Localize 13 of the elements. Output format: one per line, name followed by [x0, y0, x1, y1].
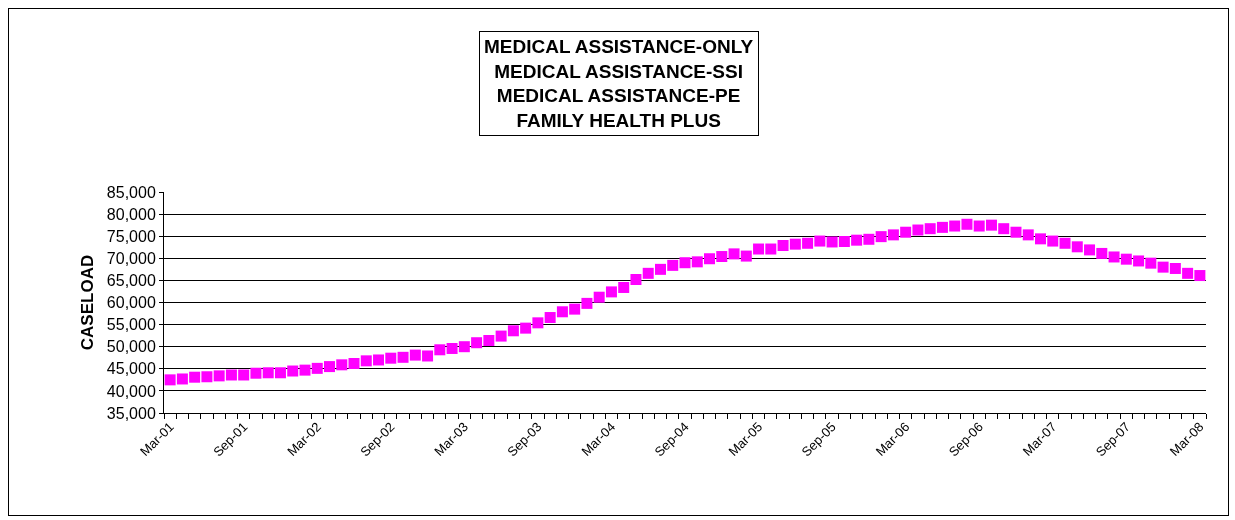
y-axis-title: CASELOAD — [78, 254, 98, 351]
y-tick-label: 40,000 — [106, 382, 156, 400]
y-tick-label: 55,000 — [106, 316, 156, 334]
y-tick-label: 80,000 — [106, 205, 156, 223]
chart-title: MEDICAL ASSISTANCE-ONLY MEDICAL ASSISTANCE-SSI MEDICAL ASSISTANCE-PE FAMILY HEALTH PLUS — [484, 36, 754, 132]
y-tick-label: 50,000 — [106, 338, 156, 356]
y-tick-label: 85,000 — [106, 183, 156, 201]
y-tick-label: 75,000 — [106, 227, 156, 245]
y-tick-label: 65,000 — [106, 272, 156, 289]
y-tick-label: 45,000 — [106, 360, 156, 378]
y-tick-label: 35,000 — [106, 404, 156, 422]
y-tick-label: 70,000 — [106, 249, 156, 267]
y-tick-label: 60,000 — [106, 294, 156, 312]
